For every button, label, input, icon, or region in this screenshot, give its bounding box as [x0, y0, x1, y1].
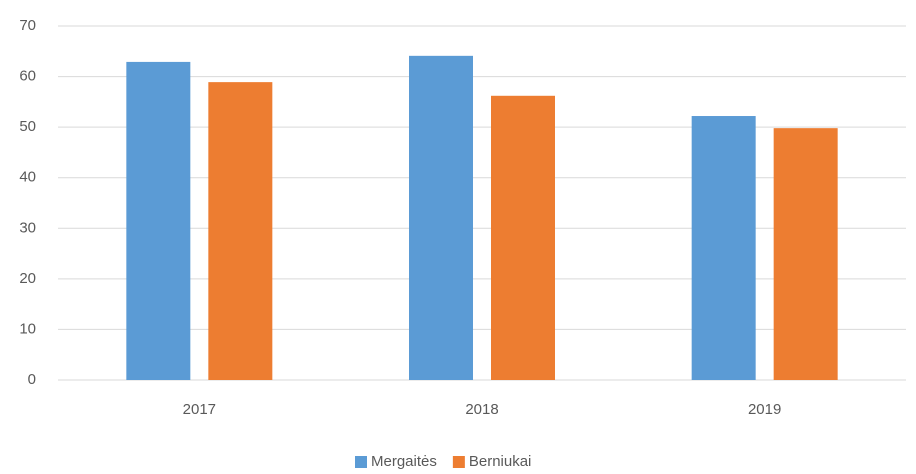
x-tick-label: 2018 [465, 401, 498, 418]
legend-label: Berniukai [469, 453, 532, 470]
y-tick-label: 30 [19, 219, 36, 236]
y-tick-label: 0 [28, 371, 36, 388]
y-tick-label: 20 [19, 270, 36, 287]
y-tick-label: 40 [19, 169, 36, 186]
x-tick-label: 2019 [748, 401, 781, 418]
x-tick-label: 2017 [183, 401, 216, 418]
bar [208, 82, 273, 381]
y-tick-label: 70 [19, 17, 36, 34]
legend-label: Mergaitės [371, 453, 437, 470]
bar [491, 95, 555, 380]
y-tick-label: 10 [19, 320, 36, 337]
bar [773, 128, 838, 380]
y-tick-label: 60 [19, 68, 36, 85]
legend-swatch [355, 456, 367, 468]
bar [409, 55, 473, 380]
legend-swatch [452, 456, 465, 468]
y-tick-label: 50 [19, 118, 36, 135]
bar [126, 61, 191, 381]
bar [691, 116, 756, 380]
